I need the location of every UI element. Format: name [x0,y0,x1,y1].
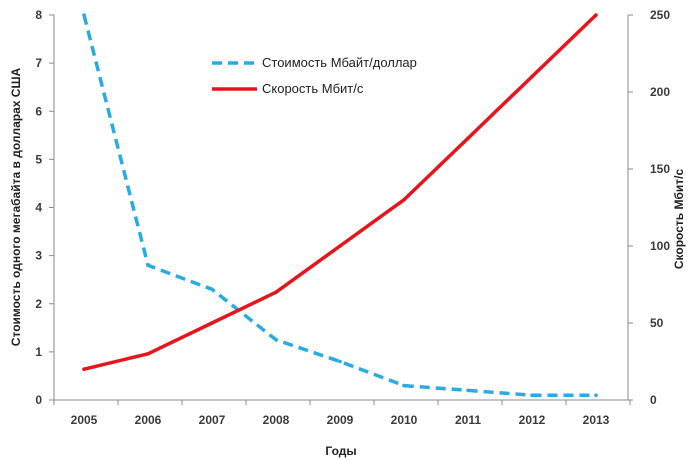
point-speed [594,13,598,17]
x-tick-label: 2007 [199,413,226,427]
point-speed [466,136,470,140]
x-tick-label: 2008 [263,413,290,427]
point-speed [82,367,86,372]
y-axis-left-title: Стоимость одного мегабайта в долларах СШ… [9,67,23,346]
series-layer [82,13,598,398]
point-cost [210,287,214,292]
point-speed [338,244,342,248]
legend-label-speed: Скорость Мбит/с [262,81,364,96]
x-tick-label: 2006 [135,413,162,427]
legend: Стоимость Мбайт/доллар Скорость Мбит/с [212,55,417,96]
x-tick-label: 2011 [455,413,481,427]
y-right-tick-label: 200 [650,85,670,99]
y-left-tick-label: 1 [35,345,42,359]
x-tick-label: 2010 [391,413,418,427]
point-cost [466,388,470,393]
point-cost [402,383,406,388]
point-cost [82,13,86,17]
x-tick-label: 2012 [519,413,546,427]
point-speed [530,74,534,79]
y-left-tick-label: 6 [35,104,42,118]
y-left-tick-label: 3 [35,249,42,263]
point-cost [146,263,150,268]
x-tick-label: 2005 [71,413,98,427]
y-left-tick-label: 5 [35,152,42,166]
point-cost [338,359,342,364]
y-right-tick-label: 0 [650,393,657,407]
x-axis-title: Годы [325,444,356,458]
y-right-ticks: 0 50 100 150 200 250 [628,8,670,407]
y-left-ticks: 0 1 2 3 4 5 6 7 8 [35,8,54,407]
point-speed [274,290,278,295]
x-ticks: 2005 2006 2007 2008 2009 2010 2011 2012 2013 [53,400,631,427]
y-right-tick-label: 100 [650,239,670,253]
y-left-tick-label: 2 [35,297,42,311]
y-left-tick-label: 0 [35,393,42,407]
point-speed [146,352,150,356]
series-line-cost [82,14,596,397]
y-left-tick-label: 8 [35,8,42,22]
y-right-tick-label: 250 [650,8,670,22]
y-right-tick-label: 50 [650,316,664,330]
point-cost [274,338,278,342]
point-speed [210,321,214,325]
legend-label-cost: Стоимость Мбайт/доллар [262,55,417,70]
point-cost [594,393,598,398]
y-left-tick-label: 4 [35,201,42,215]
x-tick-label: 2009 [327,413,354,427]
y-left-tick-label: 7 [35,56,42,70]
x-tick-label: 2013 [583,413,610,427]
point-cost [530,393,534,398]
y-right-tick-label: 150 [650,162,670,176]
point-speed [402,198,406,202]
y-axis-right-title: Скорость Мбит/с [672,169,686,270]
